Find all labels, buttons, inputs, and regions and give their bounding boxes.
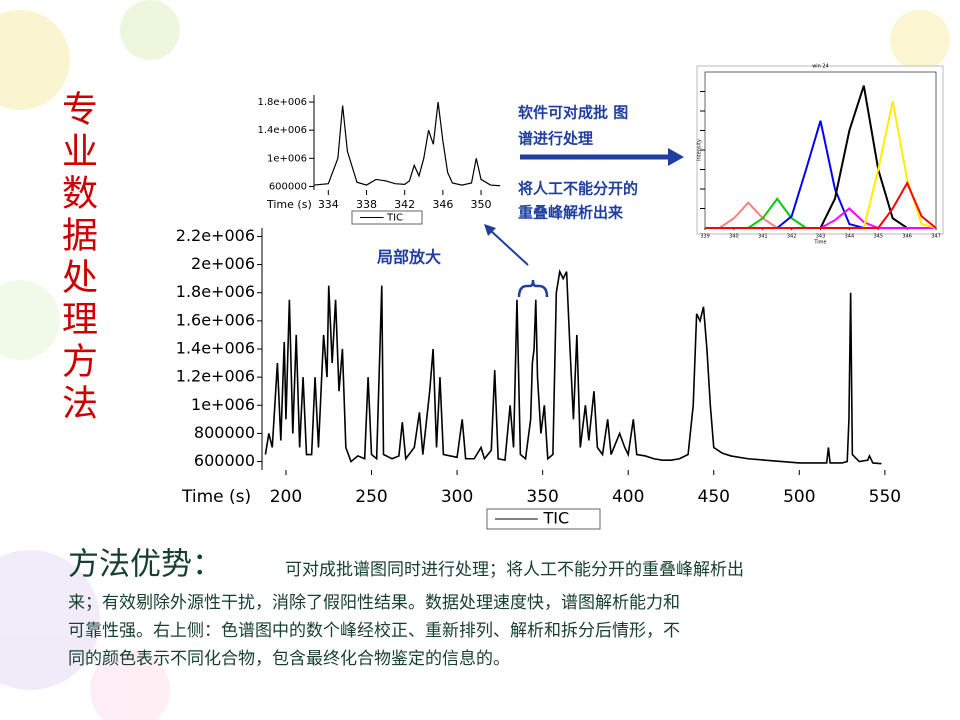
y-tick-label: 1.8e+006: [257, 97, 307, 108]
x-tick-label: 346: [902, 234, 912, 240]
x-tick-label: 500: [783, 487, 815, 507]
x-tick-label: 346: [432, 198, 453, 211]
y-tick-label: 1.4e+006: [257, 125, 307, 136]
y-tick-label: 1.2e+006: [176, 367, 255, 386]
y-tick-label: 1.6e+006: [176, 310, 255, 329]
x-tick-label: 300: [441, 487, 473, 507]
y-axis-label: Intensity: [697, 139, 703, 161]
y-tick-label: 1.8e+006: [176, 282, 255, 301]
y-tick-label: 2.2e+006: [176, 226, 255, 245]
x-axis-label: Time: [813, 240, 826, 246]
y-tick-label: 1e+006: [267, 153, 307, 164]
annotation: 局部放大: [377, 248, 441, 267]
x-tick-label: 350: [471, 198, 492, 211]
x-tick-label: 344: [845, 234, 855, 240]
data-line: [313, 101, 501, 187]
slide-title: 专业数据处理方法: [56, 90, 97, 426]
x-tick-label: 342: [787, 234, 797, 240]
annotation: 重叠峰解析出来: [518, 204, 624, 222]
x-tick-label: 340: [729, 234, 739, 240]
legend-label: TIC: [386, 213, 403, 224]
legend-label: TIC: [543, 509, 570, 528]
x-axis-label: Time (s): [181, 487, 251, 507]
x-tick-label: 250: [355, 487, 387, 507]
legend-box: [351, 210, 423, 225]
x-tick-label: 338: [356, 198, 377, 211]
x-tick-label: 343: [816, 234, 826, 240]
y-tick-label: 600000: [269, 181, 307, 192]
legend-box: [486, 508, 601, 530]
x-tick-label: 342: [394, 198, 415, 211]
x-tick-label: 350: [526, 487, 558, 507]
y-tick-label: 800000: [194, 423, 255, 442]
body-line: 可靠性强。右上侧：色谱图中的数个峰经校正、重新排列、解析和拆分后情形，不: [68, 621, 680, 641]
x-tick-label: 334: [318, 198, 339, 211]
brace: [517, 279, 549, 298]
zoom-arrow: [489, 229, 529, 266]
overlay-frame: [696, 65, 944, 235]
zoom-arrow-head: [484, 224, 496, 236]
body-line: 可对成批谱图同时进行处理；将人工不能分开的重叠峰解析出: [285, 560, 744, 580]
x-axis-label: Time (s): [266, 198, 312, 211]
annotation: 软件可对成批 图: [518, 104, 628, 122]
data-line: [705, 180, 937, 229]
data-line: [264, 268, 882, 465]
x-tick-label: 400: [612, 487, 644, 507]
x-tick-label: 200: [270, 487, 302, 507]
y-tick-label: 600000: [194, 451, 255, 470]
x-tick-label: 347: [931, 234, 941, 240]
arrow-head: [668, 148, 684, 166]
body-heading: 方法优势：: [68, 547, 223, 583]
body-line: 来；有效剔除外源性干扰，消除了假阳性结果。数据处理速度快，谱图解析能力和: [68, 593, 680, 613]
x-tick-label: 339: [700, 234, 710, 240]
y-tick-label: 1e+006: [191, 395, 255, 414]
x-tick-label: 341: [758, 234, 768, 240]
body-line: 同的颜色表示不同化合物，包含最终化合物鉴定的信息的。: [68, 649, 510, 669]
x-tick-label: 345: [873, 234, 883, 240]
chart-title: win 24: [812, 64, 829, 70]
x-tick-label: 450: [698, 487, 730, 507]
x-tick-label: 550: [869, 487, 901, 507]
y-tick-label: 2e+006: [191, 254, 255, 273]
y-tick-label: 1.4e+006: [176, 339, 255, 358]
annotation: 将人工不能分开的: [518, 180, 638, 198]
annotation: 谱进行处理: [518, 130, 593, 148]
